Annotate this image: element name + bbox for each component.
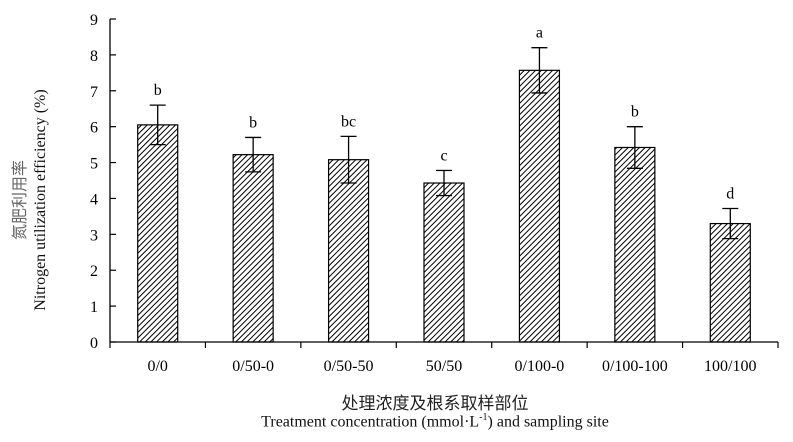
significance-label-2: bc: [341, 113, 356, 130]
y-tick-label-5: 5: [90, 156, 98, 173]
x-tick-label-1: 0/50-0: [232, 358, 274, 375]
x-tick-label-4: 0/100-0: [515, 358, 565, 375]
x-tick-label-2: 0/50-50: [324, 358, 374, 375]
y-axis-label-english: Nitrogen utilization efficiency (%): [26, 60, 56, 340]
y-tick-label-8: 8: [90, 48, 98, 65]
y-tick-label-4: 4: [90, 191, 98, 208]
y-tick-label-3: 3: [90, 227, 98, 244]
bar-3: [423, 182, 465, 343]
y-tick-label-1: 1: [90, 299, 98, 316]
x-axis-label-english-sup: -1: [479, 412, 488, 423]
x-tick-label-0: 0/0: [147, 358, 167, 375]
x-tick-label-3: 50/50: [426, 358, 462, 375]
significance-label-5: b: [631, 104, 639, 121]
bar-6: [709, 222, 751, 343]
significance-label-1: b: [249, 114, 257, 131]
x-tick-label-5: 0/100-100: [602, 358, 668, 375]
y-tick-label-7: 7: [90, 84, 98, 101]
significance-label-3: c: [440, 147, 447, 164]
significance-label-4: a: [536, 25, 543, 42]
significance-label-6: d: [726, 185, 734, 202]
y-tick-label-6: 6: [90, 120, 98, 137]
x-axis-label-english: Treatment concentration (mmol·L-1) and s…: [110, 412, 760, 431]
x-axis-label-english-pre: Treatment concentration (mmol·L: [261, 413, 480, 431]
y-axis-label-english-text: Nitrogen utilization efficiency (%): [32, 89, 49, 311]
bar-4: [518, 69, 561, 343]
bar-2: [327, 159, 370, 343]
y-tick-label-0: 0: [90, 335, 98, 352]
y-tick-label-9: 9: [90, 12, 98, 29]
significance-label-0: b: [154, 82, 162, 99]
x-axis-label-english-post: ) and sampling site: [487, 413, 609, 431]
y-axis-label-chinese: 氮肥利用率: [8, 60, 29, 340]
x-axis-label-chinese: 处理浓度及根系取样部位: [341, 394, 529, 413]
y-tick-label-2: 2: [90, 263, 98, 280]
bar-0: [137, 124, 179, 343]
bar-1: [232, 154, 274, 343]
bar-5: [614, 146, 656, 343]
x-tick-label-6: 100/100: [704, 358, 756, 375]
